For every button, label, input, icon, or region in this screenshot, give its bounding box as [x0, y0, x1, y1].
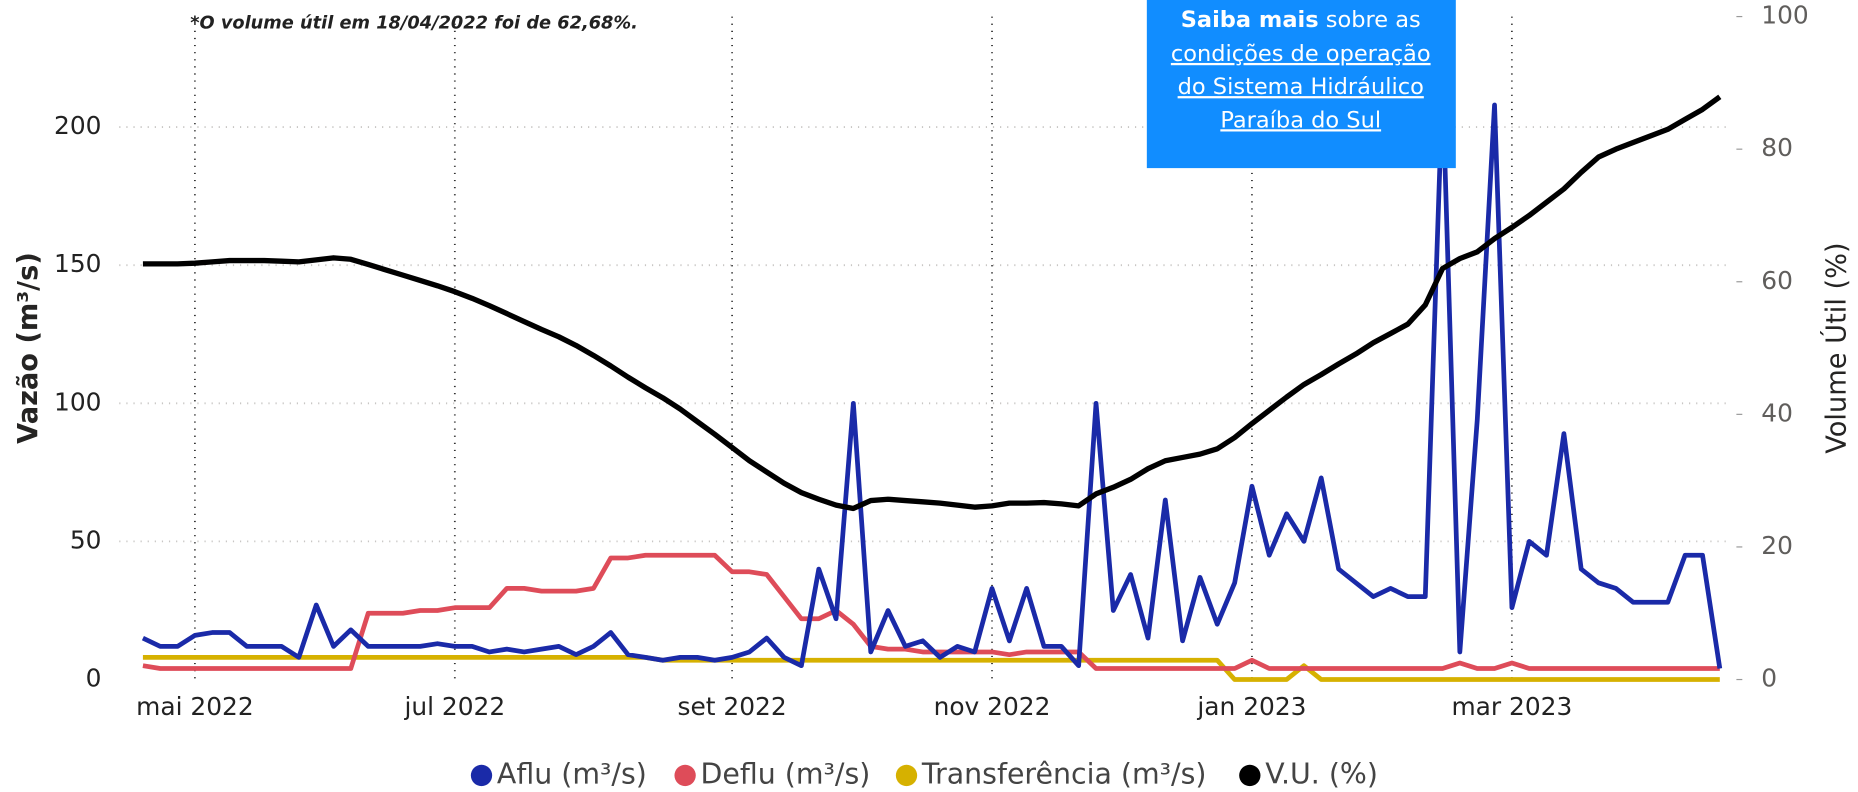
legend-label: Aflu (m³/s)	[497, 757, 647, 790]
y-tick-label: 200	[54, 111, 101, 140]
series-line	[142, 655, 1720, 682]
series-line	[141, 83, 1723, 669]
y-tick-label: 100	[54, 387, 101, 416]
y-tick-label: 150	[54, 249, 101, 278]
y2-tick-label: 20	[1761, 531, 1793, 560]
legend-marker	[895, 764, 918, 787]
y2-tick-label: 0	[1761, 664, 1777, 693]
x-tick-label: jul 2022	[403, 692, 505, 721]
annotation: *O volume útil em 18/04/2022 foi de 62,6…	[190, 14, 638, 34]
legend-marker	[674, 764, 696, 787]
legend-label: Deflu (m³/s)	[701, 757, 871, 790]
link-box[interactable]: Saiba mais sobre as condições de operaçã…	[1146, 0, 1456, 169]
y-axis-title: Vazão (m³/s)	[13, 252, 44, 444]
y2-tick-label: 40	[1761, 398, 1793, 427]
y2-axis-title: Volume Útil (%)	[1821, 242, 1853, 453]
link-line[interactable]: Paraíba do Sul	[1220, 107, 1381, 133]
legend-label: Transferência (m³/s)	[921, 757, 1207, 790]
legend-marker	[470, 764, 493, 787]
link-text[interactable]: sobre as	[1319, 7, 1421, 33]
plot-area: 0 50 100 150 200 0 20 40 60 80 100 mai 2022 jul 2022…	[54, 1, 1809, 721]
y2-tick-label: 60	[1761, 266, 1793, 295]
x-tick-label: mar 2023	[1451, 692, 1572, 721]
link-line[interactable]: condições de operação	[1171, 41, 1431, 67]
x-tick-label: set 2022	[678, 692, 787, 721]
x-tick-label: nov 2022	[934, 692, 1051, 721]
link-box-heading[interactable]: Saiba mais sobre as	[1181, 7, 1421, 33]
y2-tick-label: 80	[1761, 133, 1793, 162]
y2-tick-label: 100	[1761, 1, 1808, 30]
legend-marker	[1239, 764, 1261, 787]
link-box-bg[interactable]	[1146, 0, 1456, 169]
link-line[interactable]: do Sistema Hidráulico	[1178, 74, 1424, 100]
y-tick-label: 0	[86, 664, 102, 693]
x-tick-label: mai 2022	[136, 692, 254, 721]
x-tick-label: jan 2023	[1196, 692, 1306, 721]
y-tick-label: 50	[70, 525, 102, 554]
link-bold[interactable]: Saiba mais	[1181, 7, 1319, 33]
legend-label: V.U. (%)	[1265, 757, 1378, 790]
series-line	[142, 94, 1722, 512]
